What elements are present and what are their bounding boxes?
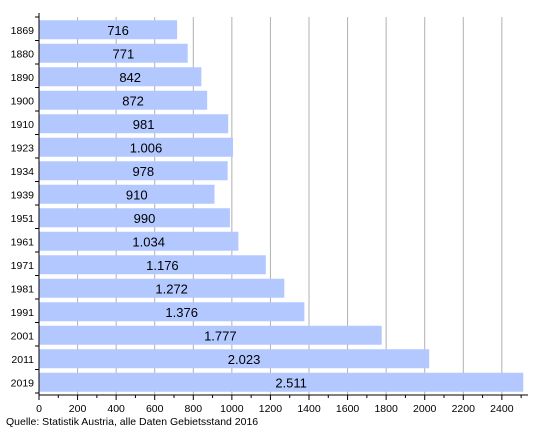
- data-label: 1.777: [204, 328, 237, 343]
- bar: [39, 231, 239, 251]
- category-label: 1971: [11, 260, 35, 272]
- data-label: 872: [122, 93, 144, 108]
- data-label: 981: [133, 117, 155, 132]
- x-tick-label: 200: [69, 403, 87, 415]
- x-tick-label: 2000: [413, 403, 437, 415]
- bar: [39, 67, 202, 87]
- category-label: 1981: [11, 283, 35, 295]
- data-label: 1.034: [132, 234, 165, 249]
- data-label: 910: [126, 187, 148, 202]
- bars: 716 771 842 872 981 1.006 978 910 990 1.034 1.176 1…: [39, 20, 524, 392]
- category-label: 1991: [11, 307, 35, 319]
- category-label: 1890: [11, 72, 35, 84]
- category-label: 1961: [11, 236, 35, 248]
- source-note: Quelle: Statistik Austria, alle Daten Ge…: [6, 416, 259, 428]
- bar: [39, 302, 305, 322]
- data-label: 1.176: [146, 258, 179, 273]
- category-label: 1939: [11, 189, 35, 201]
- category-label: 1923: [11, 142, 35, 154]
- bar: [39, 372, 524, 392]
- data-label: 2.023: [228, 352, 261, 367]
- data-label: 2.511: [275, 375, 307, 390]
- data-label: 990: [134, 211, 156, 226]
- data-label: 1.006: [130, 140, 163, 155]
- bar: [39, 137, 234, 157]
- category-label: 1934: [11, 166, 35, 178]
- bar: [39, 184, 215, 204]
- x-tick-label: 0: [36, 403, 42, 415]
- x-tick-label: 1800: [374, 403, 398, 415]
- bar: [39, 114, 229, 134]
- category-label: 2019: [11, 377, 35, 389]
- data-label: 1.272: [155, 281, 188, 296]
- category-label: 1880: [11, 48, 35, 60]
- x-tick-label: 2400: [490, 403, 514, 415]
- x-tick-label: 1600: [336, 403, 360, 415]
- tick-labels: 1869 1880 1890 1900 1910 1923 1934 1939 1951 1961…: [11, 25, 514, 415]
- category-label: 2011: [11, 354, 34, 366]
- category-label: 1951: [11, 213, 35, 225]
- axes: [35, 13, 528, 400]
- x-tick-label: 600: [146, 403, 164, 415]
- x-tick-label: 800: [185, 403, 203, 415]
- data-label: 716: [107, 23, 129, 38]
- data-label: 1.376: [165, 305, 198, 320]
- bar: [39, 325, 382, 345]
- bar: [39, 43, 188, 63]
- x-tick-label: 400: [107, 403, 125, 415]
- x-tick-label: 2200: [452, 403, 476, 415]
- data-label: 771: [112, 46, 134, 61]
- category-label: 1900: [11, 95, 35, 107]
- bar: [39, 20, 178, 40]
- bar: [39, 90, 208, 110]
- category-label: 2001: [11, 330, 35, 342]
- x-tick-label: 1400: [297, 403, 321, 415]
- data-label: 978: [132, 164, 154, 179]
- x-tick-label: 1200: [259, 403, 283, 415]
- x-tick-label: 1000: [220, 403, 244, 415]
- bar: [39, 278, 285, 298]
- bar: [39, 161, 228, 181]
- category-label: 1910: [11, 119, 35, 131]
- data-label: 842: [119, 70, 141, 85]
- category-label: 1869: [11, 25, 35, 37]
- bar: [39, 208, 230, 228]
- bar: [39, 349, 430, 369]
- bar: [39, 255, 266, 275]
